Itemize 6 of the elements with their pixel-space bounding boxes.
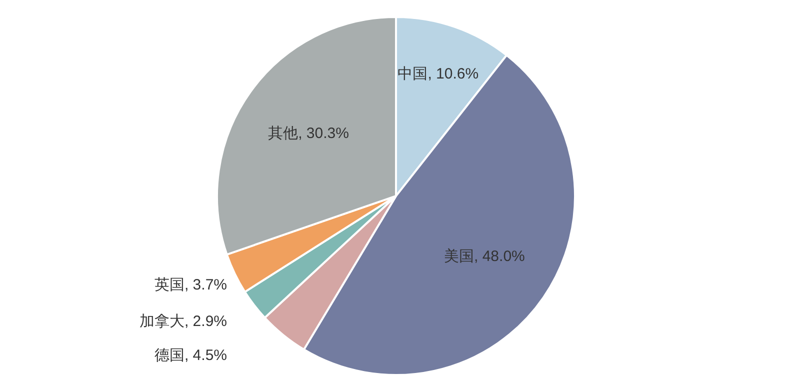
slice-label: 加拿大, 2.9%: [139, 312, 227, 330]
slice-label: 其他, 30.3%: [268, 124, 349, 142]
slice-label: 美国, 48.0%: [444, 248, 525, 266]
slice-label: 德国, 4.5%: [154, 346, 227, 364]
slice-label: 英国, 3.7%: [154, 276, 227, 294]
slice-label: 中国, 10.6%: [398, 65, 479, 82]
